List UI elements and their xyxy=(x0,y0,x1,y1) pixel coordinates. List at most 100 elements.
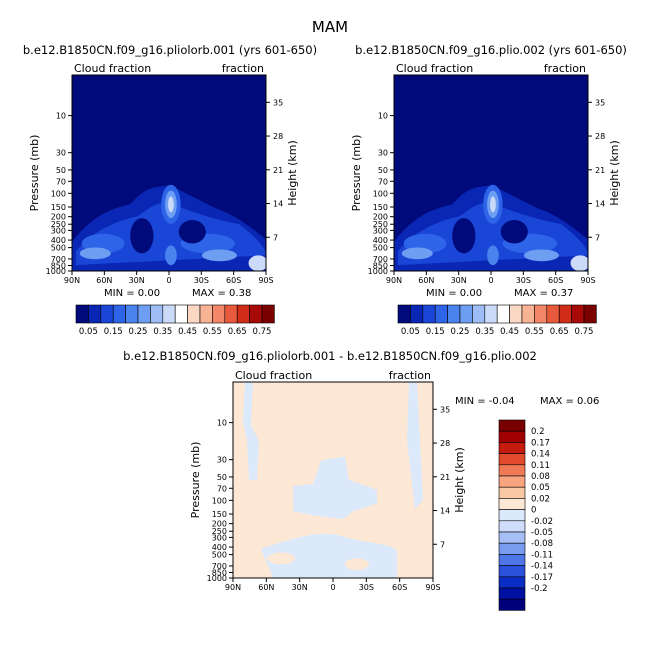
height-tick-label-21: 21 xyxy=(440,473,450,482)
colorbar-swatch xyxy=(422,304,436,324)
height-tick-label-35: 35 xyxy=(440,405,450,414)
y-tick-label-100: 100 xyxy=(212,496,227,505)
y-axis-title: Pressure (mb) xyxy=(189,442,202,519)
colorbar-swatch xyxy=(75,304,89,324)
x-tick-label-30n: 30N xyxy=(292,583,308,592)
x-tick-label-30n: 30N xyxy=(129,276,145,285)
colorbar-label-0-55: 0.55 xyxy=(203,327,222,337)
colorbar-label-0-02: 0.02 xyxy=(531,494,550,504)
panel-difference-cloud-fraction: b.e12.B1850CN.f09_g16.pliolorb.001 - b.e… xyxy=(123,349,599,611)
colorbar-swatch xyxy=(125,304,139,324)
height-tick-label-21: 21 xyxy=(273,166,283,175)
colorbar-label-0-17: -0.17 xyxy=(531,573,553,583)
dry-pocket-south xyxy=(500,220,528,244)
colorbar-swatch xyxy=(249,304,263,324)
height-tick-label-7: 7 xyxy=(273,233,278,242)
negative-region-north xyxy=(243,382,259,480)
colorbar-label-0-35: 0.35 xyxy=(153,327,172,337)
y-tick-label-400: 400 xyxy=(51,236,66,245)
y-tick-label-400: 400 xyxy=(373,236,388,245)
x-tick-label-60n: 60N xyxy=(418,276,434,285)
y-tick-label-300: 300 xyxy=(51,226,66,235)
x-tick-label-90s: 90S xyxy=(425,583,440,592)
colorbar-label-0-15: 0.15 xyxy=(104,327,123,337)
low-cloud-south-pole xyxy=(248,255,266,271)
height-tick-label-7: 7 xyxy=(440,540,445,549)
colorbar-swatch xyxy=(224,304,238,324)
x-tick-label-90n: 90N xyxy=(386,276,402,285)
height-tick-label-14: 14 xyxy=(273,200,283,209)
y-tick-label-30: 30 xyxy=(56,149,66,158)
colorbar-label-0-14: -0.14 xyxy=(531,562,553,572)
colorbar-swatch xyxy=(112,304,126,324)
height-tick-label-28: 28 xyxy=(440,439,450,448)
x-tick-label-0: 0 xyxy=(330,583,335,592)
y-tick-label-1000: 1000 xyxy=(207,574,227,583)
colorbar-label-0-05: -0.05 xyxy=(531,528,553,538)
colorbar-label-0-11: -0.11 xyxy=(531,550,553,560)
height-tick-label-14: 14 xyxy=(595,200,605,209)
colorbar-swatch xyxy=(472,304,486,324)
low-cloud-south-pole xyxy=(570,255,588,271)
colorbar-label-0-75: 0.75 xyxy=(253,327,272,337)
y-tick-label-850: 850 xyxy=(212,569,227,578)
max-value-label: MAX = 0.06 xyxy=(540,396,599,407)
y-tick-label-250: 250 xyxy=(212,527,227,536)
cloud-level-5-north xyxy=(401,247,433,260)
y-tick-label-10: 10 xyxy=(56,112,66,121)
y-tick-label-200: 200 xyxy=(51,213,66,222)
y-tick-label-10: 10 xyxy=(378,112,388,121)
x-tick-label-90n: 90N xyxy=(64,276,80,285)
colorbar-swatch xyxy=(496,304,510,324)
min-value-label: MIN = -0.04 xyxy=(455,396,515,407)
left-label: Cloud fraction xyxy=(235,369,312,382)
colorbar-swatch xyxy=(236,304,250,324)
colorbar-swatch xyxy=(558,304,572,324)
y-tick-label-250: 250 xyxy=(373,220,388,229)
colorbar-swatch xyxy=(410,304,424,324)
y-tick-label-200: 200 xyxy=(212,520,227,529)
cloud-level-5-north xyxy=(79,247,111,260)
y-tick-label-30: 30 xyxy=(378,149,388,158)
y-tick-label-850: 850 xyxy=(373,262,388,271)
y-tick-label-700: 700 xyxy=(212,562,227,571)
colorbar-swatch xyxy=(498,419,526,432)
colorbar-swatch xyxy=(434,304,448,324)
cloud-field xyxy=(72,75,266,271)
y-tick-label-100: 100 xyxy=(373,189,388,198)
min-value-label: MIN = 0.00 xyxy=(104,288,160,299)
y-tick-label-500: 500 xyxy=(212,551,227,560)
colorbar-swatch xyxy=(498,554,526,566)
colorbar-label-0-65: 0.65 xyxy=(228,327,247,337)
y-tick-label-70: 70 xyxy=(378,177,388,186)
colorbar-swatch xyxy=(187,304,201,324)
dry-pocket-south xyxy=(178,220,206,244)
panel-title: b.e12.B1850CN.f09_g16.pliolorb.001 - b.e… xyxy=(123,349,537,363)
colorbar-label-0-2: -0.2 xyxy=(531,584,548,594)
colorbar-swatch xyxy=(498,464,526,477)
colorbar-label-0-11: 0.11 xyxy=(531,461,550,471)
y-tick-label-150: 150 xyxy=(373,203,388,212)
colorbar-swatch xyxy=(498,430,526,443)
colorbar-swatch xyxy=(498,520,526,533)
colorbar-swatch xyxy=(498,542,526,555)
y-tick-label-300: 300 xyxy=(212,533,227,542)
colorbar-swatch xyxy=(498,453,526,466)
dry-pocket-north xyxy=(452,218,476,254)
positive-pocket-south xyxy=(345,558,369,571)
x-tick-label-60n: 60N xyxy=(96,276,112,285)
x-tick-label-90n: 90N xyxy=(225,583,241,592)
cloud-level-5-south xyxy=(523,249,559,262)
colorbar-swatch xyxy=(498,486,526,499)
right-label: fraction xyxy=(222,62,264,75)
y-tick-label-700: 700 xyxy=(373,255,388,264)
negative-region-tropics xyxy=(293,456,377,520)
x-tick-label-0: 0 xyxy=(166,276,171,285)
y-tick-label-10: 10 xyxy=(217,419,227,428)
colorbar-label-0-05: 0.05 xyxy=(79,327,98,337)
y-tick-label-50: 50 xyxy=(56,166,66,175)
colorbar-swatch xyxy=(498,498,526,510)
dry-pocket-north xyxy=(130,218,154,254)
colorbar-label-0-45: 0.45 xyxy=(178,327,197,337)
